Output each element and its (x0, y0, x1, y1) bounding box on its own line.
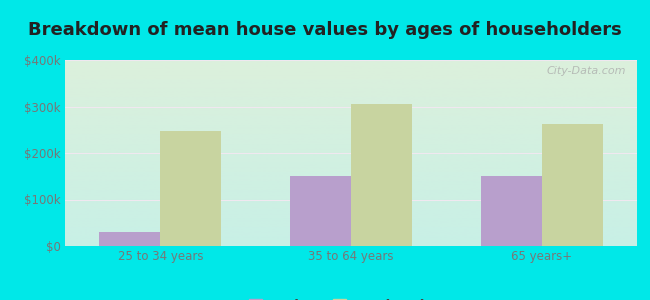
Bar (99, 232, 161, 246)
Bar (480, 176, 541, 246)
Bar (290, 176, 351, 246)
Bar (541, 124, 603, 246)
Legend: Hurley, South Dakota: Hurley, South Dakota (244, 293, 458, 300)
Bar (161, 131, 222, 246)
Bar (351, 104, 412, 246)
Text: Breakdown of mean house values by ages of householders: Breakdown of mean house values by ages o… (28, 21, 622, 39)
Text: City-Data.com: City-Data.com (546, 66, 625, 76)
